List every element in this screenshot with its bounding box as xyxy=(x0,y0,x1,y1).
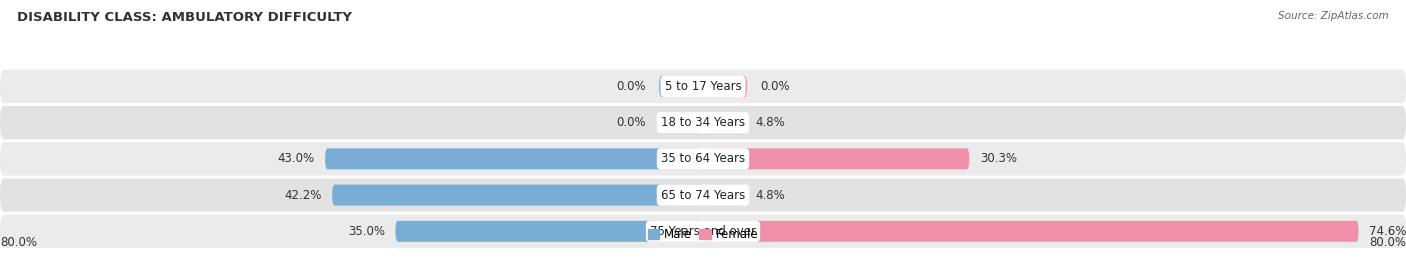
Text: DISABILITY CLASS: AMBULATORY DIFFICULTY: DISABILITY CLASS: AMBULATORY DIFFICULTY xyxy=(17,11,352,24)
Text: 80.0%: 80.0% xyxy=(0,236,37,249)
FancyBboxPatch shape xyxy=(0,215,1406,248)
FancyBboxPatch shape xyxy=(659,76,703,97)
FancyBboxPatch shape xyxy=(703,112,745,133)
Text: 5 to 17 Years: 5 to 17 Years xyxy=(665,80,741,93)
FancyBboxPatch shape xyxy=(0,178,1406,212)
FancyBboxPatch shape xyxy=(332,185,703,206)
FancyBboxPatch shape xyxy=(0,70,1406,103)
Text: 80.0%: 80.0% xyxy=(1369,236,1406,249)
Text: 18 to 34 Years: 18 to 34 Years xyxy=(661,116,745,129)
Text: 35 to 64 Years: 35 to 64 Years xyxy=(661,152,745,165)
FancyBboxPatch shape xyxy=(703,148,969,169)
Text: 42.2%: 42.2% xyxy=(284,189,322,201)
Text: 75 Years and over: 75 Years and over xyxy=(650,225,756,238)
FancyBboxPatch shape xyxy=(703,185,745,206)
FancyBboxPatch shape xyxy=(395,221,703,242)
Text: 0.0%: 0.0% xyxy=(616,80,645,93)
Text: 30.3%: 30.3% xyxy=(980,152,1017,165)
FancyBboxPatch shape xyxy=(0,142,1406,176)
Text: 0.0%: 0.0% xyxy=(761,80,790,93)
Text: 0.0%: 0.0% xyxy=(616,116,645,129)
Text: 4.8%: 4.8% xyxy=(756,116,786,129)
FancyBboxPatch shape xyxy=(0,106,1406,139)
FancyBboxPatch shape xyxy=(325,148,703,169)
Legend: Male, Female: Male, Female xyxy=(643,224,763,246)
FancyBboxPatch shape xyxy=(703,76,747,97)
Text: Source: ZipAtlas.com: Source: ZipAtlas.com xyxy=(1278,11,1389,21)
FancyBboxPatch shape xyxy=(659,112,703,133)
FancyBboxPatch shape xyxy=(703,221,1358,242)
Text: 65 to 74 Years: 65 to 74 Years xyxy=(661,189,745,201)
Text: 74.6%: 74.6% xyxy=(1369,225,1406,238)
Text: 4.8%: 4.8% xyxy=(756,189,786,201)
Text: 43.0%: 43.0% xyxy=(277,152,315,165)
Text: 35.0%: 35.0% xyxy=(347,225,385,238)
